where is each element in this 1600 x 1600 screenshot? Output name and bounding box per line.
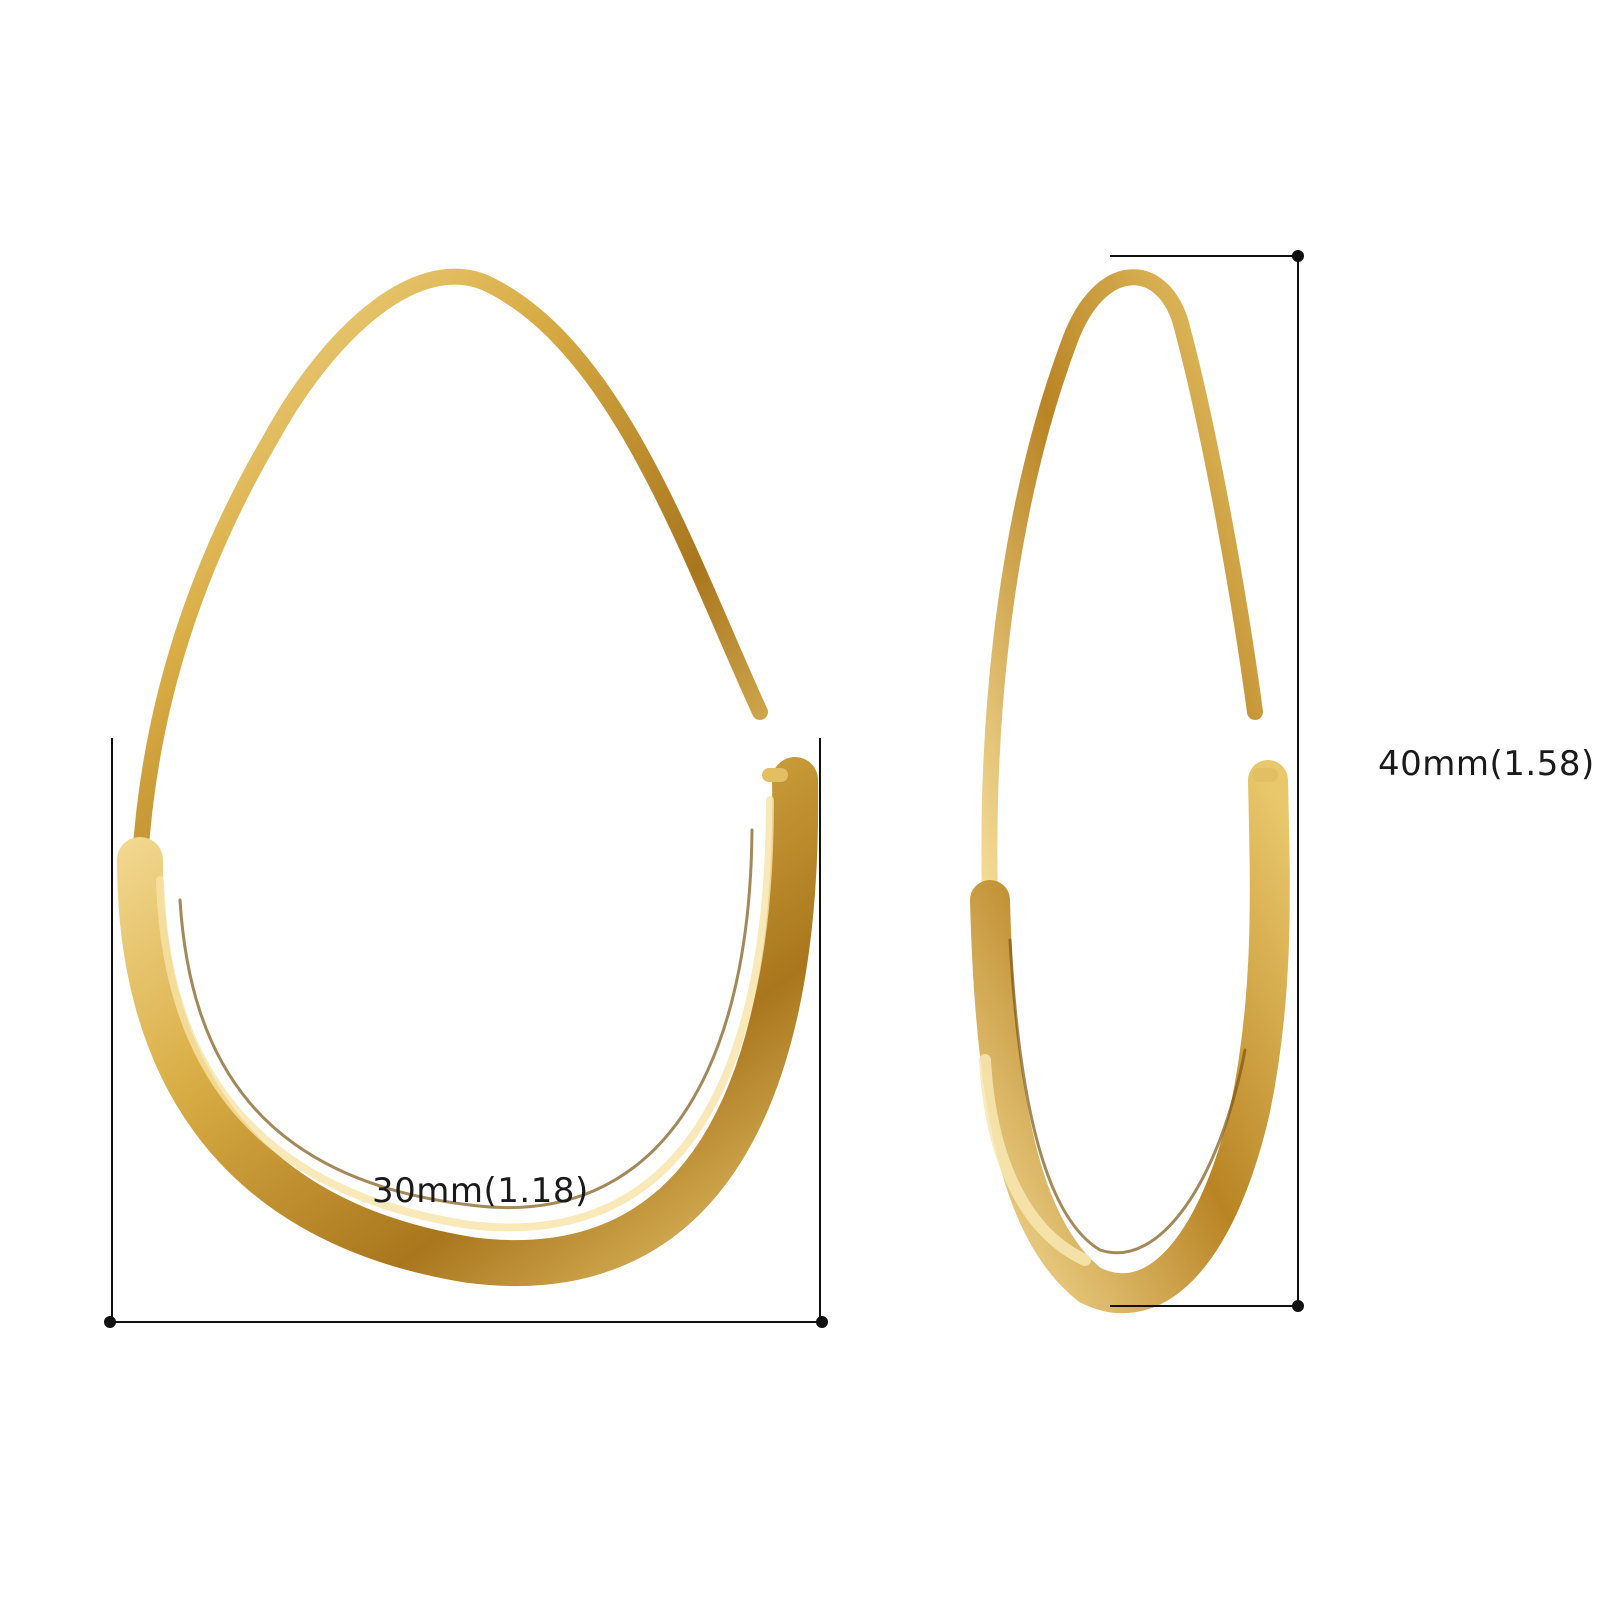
- side-lower-band-highlight: [979, 1054, 1091, 1266]
- height-endpoint-bottom: [1292, 1300, 1304, 1312]
- height-endpoint-top: [1292, 250, 1304, 262]
- front-band-end-cap: [762, 768, 788, 782]
- earring-front-view: [117, 268, 819, 1287]
- width-dimension-label: 30mm(1.18): [372, 1171, 589, 1211]
- front-lower-band: [117, 757, 819, 1287]
- front-lower-band-groove: [178, 828, 754, 1210]
- height-dimension: [1110, 250, 1304, 1312]
- width-endpoint-left: [104, 1316, 116, 1328]
- front-lower-band-highlight: [156, 796, 774, 1232]
- height-dimension-label: 40mm(1.58): [1378, 744, 1595, 784]
- side-lower-band-groove: [1008, 938, 1247, 1255]
- side-band-end-cap: [1252, 768, 1278, 782]
- earring-side-view: [970, 269, 1290, 1314]
- side-lower-band: [970, 760, 1290, 1314]
- front-hook-wire: [132, 268, 768, 868]
- side-hook-wire: [981, 269, 1263, 908]
- width-endpoint-right: [816, 1316, 828, 1328]
- width-dimension: [104, 738, 828, 1328]
